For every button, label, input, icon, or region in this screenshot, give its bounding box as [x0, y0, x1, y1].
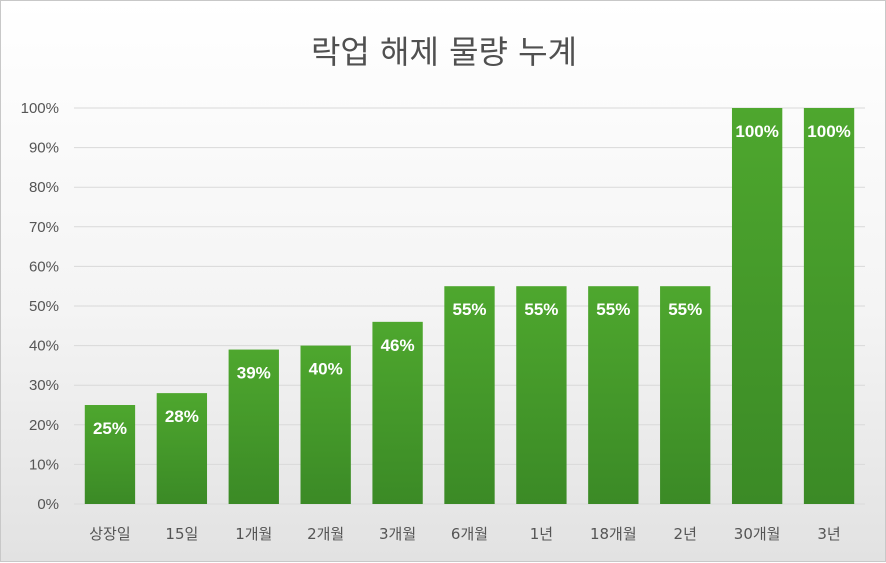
bar: [84, 405, 136, 504]
data-labels: 25% 28% 39% 40% 46% 55% 55% 55% 55% 100% 100%: [93, 122, 851, 438]
bar: [516, 286, 567, 504]
bar: [731, 108, 783, 504]
data-label: 40%: [309, 360, 343, 379]
category-label: 15일: [165, 525, 198, 543]
data-label: 46%: [381, 336, 415, 355]
data-label: 55%: [668, 300, 702, 319]
y-tick-label: 10%: [29, 456, 59, 473]
category-label: 2개월: [307, 525, 344, 543]
data-label: 28%: [165, 407, 199, 426]
bar: [444, 286, 495, 504]
bar: [803, 108, 855, 504]
y-tick-label: 60%: [29, 258, 59, 275]
bar: [300, 345, 351, 504]
y-tick-label: 20%: [29, 417, 59, 434]
bar: [228, 349, 279, 504]
data-label: 100%: [807, 122, 850, 141]
bar: [372, 321, 423, 504]
category-label: 6개월: [451, 525, 488, 543]
bars: [84, 108, 855, 504]
y-tick-label: 70%: [29, 219, 59, 236]
category-label: 18개월: [590, 525, 637, 543]
y-tick-label: 30%: [29, 377, 59, 394]
x-axis-categories: 상장일 15일 1개월 2개월 3개월 6개월 1년 18개월 2년 30개월 3년: [89, 525, 840, 543]
category-label: 3개월: [379, 525, 416, 543]
data-label: 55%: [596, 300, 630, 319]
y-tick-label: 50%: [29, 298, 59, 315]
data-label: 55%: [452, 300, 486, 319]
category-label: 30개월: [734, 525, 781, 543]
y-tick-label: 40%: [29, 338, 59, 355]
category-label: 3년: [817, 525, 840, 543]
category-label: 상장일: [89, 525, 130, 543]
y-axis-ticks: 0% 10% 20% 30% 40% 50% 60% 70% 80% 90% 100%: [21, 100, 59, 513]
data-label: 39%: [237, 364, 271, 383]
bar: [660, 286, 711, 504]
y-tick-label: 80%: [29, 179, 59, 196]
y-tick-label: 100%: [21, 100, 59, 117]
data-label: 55%: [524, 300, 558, 319]
y-tick-label: 0%: [37, 496, 59, 513]
y-tick-label: 90%: [29, 140, 59, 157]
category-label: 1개월: [235, 525, 272, 543]
category-label: 2년: [674, 525, 697, 543]
data-label: 100%: [735, 122, 778, 141]
data-label: 25%: [93, 419, 127, 438]
chart-title: 락업 해제 물량 누계: [311, 33, 577, 71]
category-label: 1년: [530, 525, 553, 543]
bar: [156, 393, 208, 504]
bar: [588, 286, 639, 504]
